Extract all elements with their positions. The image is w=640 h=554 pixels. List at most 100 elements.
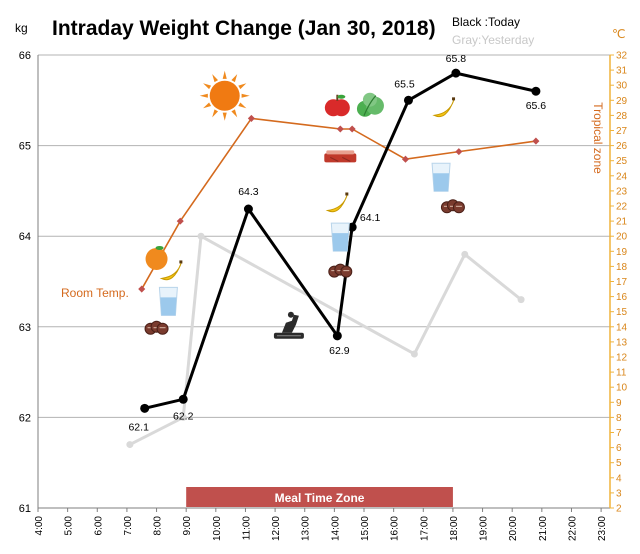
data-label: 64.1 — [360, 212, 381, 224]
y-tick-label-right: 16 — [616, 292, 628, 303]
data-label: 65.8 — [446, 53, 467, 65]
sun-ray — [212, 109, 219, 118]
series-today-point — [347, 222, 357, 232]
y-tick-label-right: 28 — [616, 111, 628, 122]
gridlines — [38, 54, 610, 418]
series-today-point — [451, 68, 461, 78]
data-label: 62.2 — [173, 410, 194, 422]
data-label: 65.5 — [394, 78, 415, 90]
x-tick-label: 10:00 — [212, 516, 223, 541]
y-tick-label-right: 18 — [616, 262, 628, 273]
series-today-point — [403, 95, 413, 105]
series-temperature-point — [247, 114, 255, 122]
x-tick-label: 15:00 — [360, 516, 371, 541]
series-temperature-point — [176, 217, 184, 225]
series-yesterday-point — [410, 350, 418, 358]
x-tick-label: 8:00 — [153, 516, 164, 536]
legend-yesterday: Gray:Yesterday — [452, 33, 534, 47]
y-tick-label-right: 25 — [616, 156, 628, 167]
x-tick-label: 5:00 — [64, 516, 75, 536]
sun-ray — [222, 70, 227, 79]
series-yesterday-point — [197, 232, 205, 240]
apple-right — [332, 99, 350, 117]
series-temperature-line — [141, 117, 537, 290]
series-today-line — [144, 71, 537, 410]
sun-ray — [238, 83, 247, 90]
y-unit-right: ℃ — [612, 27, 625, 41]
sun-ray — [203, 102, 212, 109]
y-tick-label-right: 7 — [616, 428, 622, 439]
y-tick-label-right: 24 — [616, 171, 628, 182]
series-temperature-point — [401, 155, 410, 163]
y-tick-label-right: 3 — [616, 488, 622, 499]
y-tick-label-right: 19 — [616, 247, 628, 258]
water-glass-icon — [431, 162, 451, 192]
data-label: 64.3 — [238, 186, 259, 198]
y-tick-label-right: 29 — [616, 96, 628, 107]
data-label: 65.6 — [526, 100, 547, 112]
chart-title: Intraday Weight Change (Jan 30, 2018) — [52, 17, 436, 40]
x-tick-label: 21:00 — [538, 516, 549, 541]
apple-stem — [336, 94, 339, 101]
lettuce-c — [362, 92, 377, 107]
series-today-point — [332, 331, 342, 341]
toilet-tank — [287, 311, 294, 318]
lettuce-vein — [363, 95, 377, 116]
y-tick-label-right: 11 — [616, 368, 627, 379]
meal-time-zone: Meal Time Zone — [186, 487, 453, 507]
orange-body — [145, 247, 168, 270]
y-unit-left: kg — [15, 21, 28, 35]
x-tick-label: 7:00 — [123, 516, 134, 536]
series-temperature-point — [455, 148, 463, 156]
dumplings-icon — [144, 320, 169, 335]
series-yesterday-point — [517, 296, 525, 304]
sun-ray — [231, 109, 238, 118]
banana-tip — [179, 260, 183, 264]
glass-water — [160, 297, 177, 316]
series-yesterday-point — [179, 413, 187, 421]
sun-icon — [199, 70, 250, 121]
x-tick-label: 18:00 — [449, 516, 460, 541]
y-tick-label-right: 31 — [616, 66, 628, 77]
y-tick-label-right: 20 — [616, 232, 628, 243]
y-tick-label-left: 66 — [19, 50, 31, 62]
x-tick-label: 13:00 — [301, 516, 312, 541]
y-tick-label-right: 14 — [616, 322, 628, 333]
series-today-point — [140, 403, 150, 413]
y-tick-label-right: 21 — [616, 217, 628, 228]
y-tick-label-right: 22 — [616, 202, 628, 213]
y-tick-label-right: 23 — [616, 186, 628, 197]
dumpling — [156, 322, 169, 335]
dumplings-icon — [328, 263, 353, 278]
data-label: 62.9 — [329, 345, 350, 357]
y-tick-label-right: 26 — [616, 141, 628, 152]
apple-icon — [324, 94, 350, 117]
banana-body — [325, 194, 348, 213]
series-temperature-point — [348, 125, 356, 133]
glass-water — [332, 233, 349, 252]
y-tick-label-left: 62 — [19, 412, 31, 424]
lettuce-icon — [356, 92, 384, 117]
sun-ray — [231, 74, 238, 83]
y-tick-label-right: 30 — [616, 81, 628, 92]
y-tick-label-right: 2 — [616, 504, 622, 515]
series-yesterday-point — [126, 441, 134, 449]
series-layer — [126, 68, 541, 449]
series-temperature-point — [336, 125, 344, 133]
toilet-bowl — [281, 314, 299, 333]
apple-leaf — [337, 94, 346, 99]
y-tick-label-left: 63 — [19, 322, 31, 334]
series-yesterday-point — [461, 250, 469, 258]
y-tick-label-right: 17 — [616, 277, 628, 288]
y-tick-label-right: 4 — [616, 473, 622, 484]
banana-icon — [325, 192, 349, 213]
steak-icon — [324, 150, 357, 163]
sun-ray — [203, 83, 212, 90]
y-tick-label-left: 64 — [19, 231, 31, 243]
sun-ray — [199, 93, 208, 98]
x-tick-label: 4:00 — [34, 516, 45, 536]
banana-tip — [452, 97, 456, 101]
x-tick-label: 12:00 — [271, 516, 282, 541]
banana-tip — [345, 192, 349, 196]
